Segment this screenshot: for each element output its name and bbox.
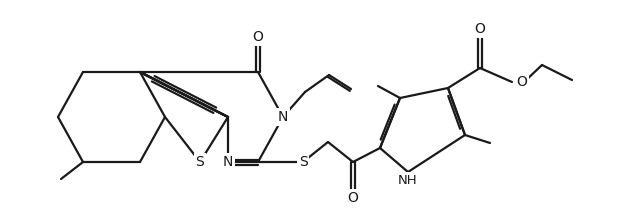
Text: N: N <box>278 110 288 124</box>
Text: O: O <box>253 30 264 44</box>
Text: O: O <box>348 191 358 205</box>
Text: N: N <box>223 155 233 169</box>
Text: O: O <box>516 75 527 89</box>
Text: S: S <box>196 155 204 169</box>
Text: O: O <box>475 22 485 36</box>
Text: NH: NH <box>398 174 418 187</box>
Text: S: S <box>299 155 307 169</box>
